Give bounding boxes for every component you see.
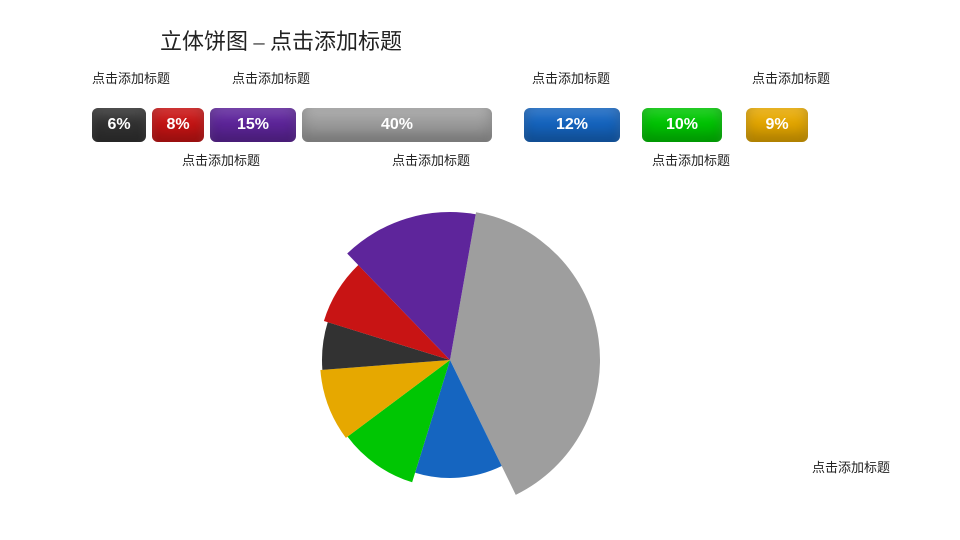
legend-label: 点击添加标题 — [92, 68, 170, 87]
legend-labels-top: 点击添加标题 点击添加标题 点击添加标题 点击添加标题 — [92, 68, 900, 86]
legend-badge-green: 10% — [642, 108, 722, 142]
legend-badge-yellow: 9% — [746, 108, 808, 142]
legend-label: 点击添加标题 — [232, 68, 310, 87]
legend: 点击添加标题点击添加标题点击添加标题点击添加标题 6%8%15%40%12%10… — [92, 68, 900, 170]
legend-badge-red: 8% — [152, 108, 204, 142]
legend-badge-gray: 40% — [302, 108, 492, 142]
legend-badge-blue: 12% — [524, 108, 620, 142]
legend-label: 点击添加标题 — [652, 150, 730, 169]
legend-badge-dark: 6% — [92, 108, 146, 142]
legend-badge-purple: 15% — [210, 108, 296, 142]
legend-label: 点击添加标题 — [752, 68, 830, 87]
page-title: 立体饼图 – 点击添加标题 — [160, 24, 402, 56]
legend-badge-row: 6%8%15%40% 12% 10% 9% — [92, 108, 900, 142]
legend-label: 点击添加标题 — [392, 150, 470, 169]
legend-label: 点击添加标题 — [182, 150, 260, 169]
pie-chart — [300, 210, 600, 510]
footer-label: 点击添加标题 — [812, 457, 890, 476]
pie-slice-purple — [300, 210, 600, 510]
legend-labels-bottom: 点击添加标题 点击添加标题 点击添加标题 — [92, 150, 900, 170]
legend-label: 点击添加标题 — [532, 68, 610, 87]
